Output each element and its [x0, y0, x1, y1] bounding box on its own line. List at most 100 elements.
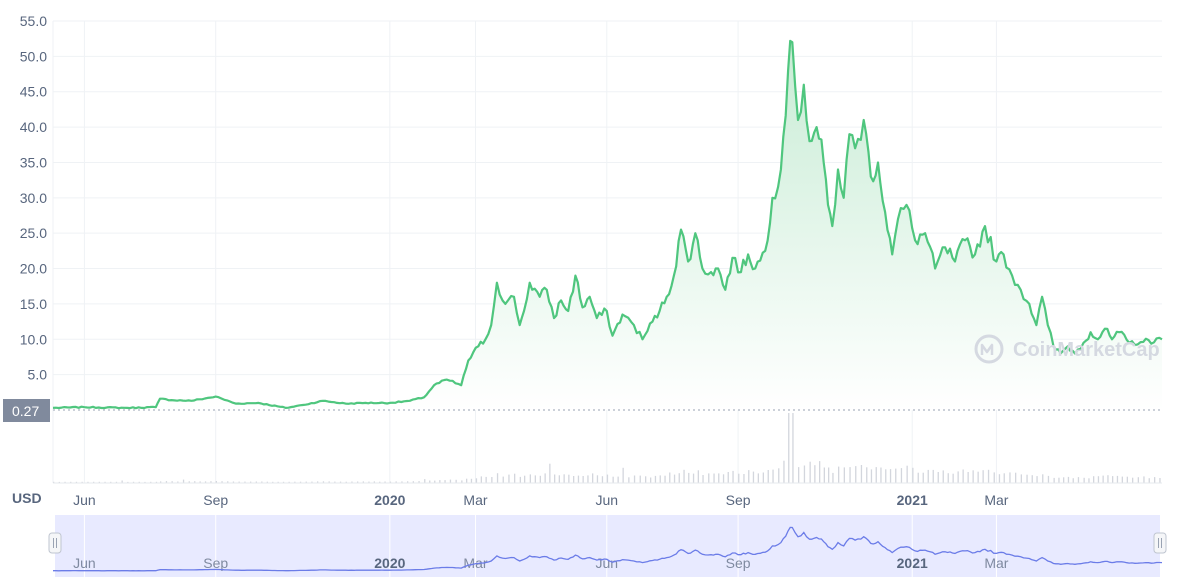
volume-bar: [932, 469, 934, 483]
navigator-x-axis: Jun Sep 2020 Mar Jun Sep 2021 Mar: [73, 515, 1009, 577]
volume-bar: [843, 467, 845, 483]
volume-bar: [819, 461, 821, 483]
volume-bar: [272, 481, 274, 483]
volume-bar: [534, 475, 536, 483]
volume-bar: [1137, 477, 1139, 483]
volume-bar: [987, 469, 990, 483]
volume-bar: [752, 471, 755, 483]
volume-bar: [227, 481, 229, 483]
x-tick-label: Jun: [595, 492, 618, 508]
navigator-right-handle[interactable]: [1153, 532, 1167, 554]
volume-bar: [937, 472, 939, 483]
navigator-tick-label: Mar: [984, 555, 1008, 571]
volume-bar: [449, 479, 452, 483]
volume-bar: [713, 473, 715, 483]
volume-bar: [982, 470, 984, 483]
volume-bar: [204, 481, 207, 483]
navigator[interactable]: Jun Sep 2020 Mar Jun Sep 2021 Mar: [48, 515, 1167, 577]
navigator-left-handle-grip[interactable]: [48, 532, 62, 554]
volume-bar: [261, 481, 263, 483]
volume-bar: [732, 470, 734, 483]
volume-bar: [809, 461, 811, 483]
volume-bar: [401, 481, 403, 483]
x-axis: Jun Sep 2020 Mar Jun Sep 2021 Mar: [73, 492, 1009, 508]
navigator-line: [53, 526, 1163, 572]
volume-bar: [639, 475, 641, 483]
navigator-right-handle-grip[interactable]: [1153, 532, 1167, 554]
volume-bar: [1015, 472, 1017, 483]
volume-bar: [738, 473, 740, 483]
volume-bar: [221, 481, 223, 483]
volume-bar: [165, 481, 168, 483]
volume-bar: [947, 473, 949, 483]
volume-bar: [317, 481, 319, 483]
volume-bar: [362, 481, 364, 483]
volume-bar: [177, 481, 179, 483]
volume-bar: [104, 481, 106, 483]
volume-bar: [98, 481, 100, 483]
volume-bar: [412, 481, 414, 483]
volume-bar: [485, 476, 487, 483]
volume-bar: [334, 481, 336, 483]
volume-bar: [917, 472, 919, 483]
volume-bar: [339, 481, 342, 483]
volume-bar: [502, 476, 504, 483]
volume-bar: [673, 474, 676, 483]
volume-bar: [155, 481, 158, 483]
coinmarketcap-logo-icon: [974, 334, 1004, 364]
y-tick-label: 55.0: [20, 13, 47, 29]
volume-bar: [664, 475, 666, 483]
volume-bar: [587, 475, 589, 483]
volume-bar: [972, 470, 974, 483]
volume-bar: [266, 481, 268, 483]
volume-bar: [182, 479, 185, 483]
navigator-tick-label: 2020: [374, 555, 405, 571]
volume-bars: [53, 413, 1161, 483]
volume-bar: [1063, 477, 1065, 483]
volume-bar: [823, 467, 825, 483]
x-tick-label: Jun: [73, 492, 96, 508]
volume-bar: [524, 475, 526, 483]
volume-bar: [81, 481, 83, 483]
volume-bar: [288, 481, 290, 483]
volume-bar: [875, 467, 877, 483]
y-tick-label: 20.0: [20, 261, 47, 277]
volume-bar: [384, 481, 386, 483]
volume-bar: [967, 472, 969, 483]
y-tick-label: 35.0: [20, 154, 47, 170]
volume-bar: [697, 470, 699, 483]
volume-bar: [305, 481, 307, 483]
volume-bar: [743, 474, 745, 483]
volume-bar: [529, 474, 531, 483]
navigator-tick-label: 2021: [897, 555, 928, 571]
volume-bar: [870, 469, 873, 483]
volume-bar: [885, 469, 887, 483]
volume-bar: [544, 473, 546, 483]
volume-bar: [199, 481, 201, 483]
volume-bar: [659, 475, 661, 483]
coinmarketcap-watermark: CoinMarketCap: [974, 334, 1160, 364]
volume-bar: [1026, 474, 1028, 483]
x-tick-label: Mar: [984, 492, 1008, 508]
volume-bar: [622, 467, 624, 483]
volume-bar: [294, 481, 296, 483]
volume-bar: [1159, 478, 1161, 483]
volume-bar: [860, 465, 863, 483]
volume-bar: [160, 481, 162, 483]
volume-bar: [238, 481, 240, 483]
volume-bar: [748, 470, 750, 483]
volume-bar: [429, 480, 431, 483]
volume-bar: [215, 481, 217, 483]
volume-bar: [444, 480, 446, 483]
navigator-left-handle[interactable]: [48, 532, 62, 554]
volume-bar: [115, 481, 118, 483]
volume-bar: [1067, 476, 1070, 483]
volume-bar: [255, 481, 257, 483]
volume-bar: [727, 472, 729, 483]
navigator-tick-label: Sep: [726, 555, 751, 571]
volume-bar: [832, 472, 834, 483]
volume-bar: [838, 466, 840, 483]
y-tick-label: 15.0: [20, 296, 47, 312]
volume-bar: [75, 481, 78, 483]
